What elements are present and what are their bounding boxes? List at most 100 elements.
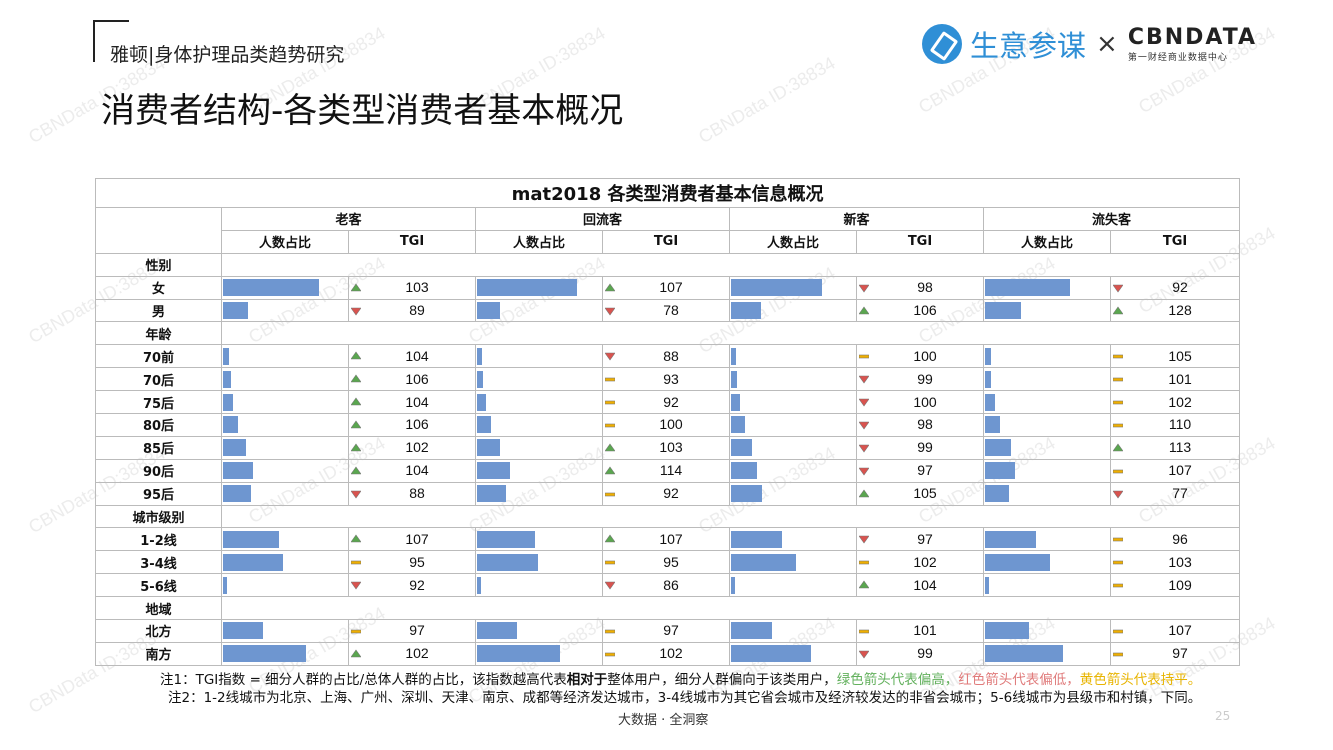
page-title: 消费者结构-各类型消费者基本概况	[101, 91, 624, 131]
tgi-value: 98	[917, 279, 933, 296]
share-bar	[223, 347, 229, 365]
page-number: 25	[1215, 709, 1231, 723]
table-row: 85后 102 103 99 113	[95, 435, 1241, 460]
share-cell	[729, 435, 857, 460]
arrow-down-icon	[859, 467, 869, 476]
tgi-cell: 107	[1109, 458, 1241, 483]
table-row: 80后 106 100 98 110	[95, 413, 1241, 437]
tgi-value: 114	[659, 462, 683, 479]
note-1: 注1：TGI指数 = 细分人群的占比/总体人群的占比，该指数越高代表相对于整体用…	[160, 671, 1201, 689]
flat-bar-icon	[1113, 355, 1123, 359]
share-cell	[983, 641, 1111, 666]
table-row: 男 89 78 106 128	[95, 298, 1241, 323]
tgi-cell: 128	[1109, 298, 1241, 323]
arrow-up-icon	[351, 374, 361, 383]
share-bar	[985, 279, 1070, 297]
share-cell	[729, 481, 857, 506]
tgi-cell: 86	[602, 573, 730, 598]
arrow-down-icon	[351, 490, 361, 499]
share-bar	[477, 622, 517, 640]
share-cell	[475, 413, 603, 437]
tgi-cell: 107	[1109, 619, 1241, 643]
table-row: 南方 102 102 99 97	[95, 641, 1241, 666]
share-cell	[221, 435, 349, 460]
tgi-value: 104	[405, 462, 429, 479]
arrow-down-icon	[859, 398, 869, 407]
group-header: 新客	[729, 207, 984, 231]
share-bar	[477, 370, 483, 388]
share-cell	[983, 619, 1111, 643]
share-cell	[983, 481, 1111, 506]
share-cell	[221, 298, 349, 323]
table-caption: mat2018 各类型消费者基本信息概况	[94, 178, 1241, 208]
tgi-cell: 102	[602, 641, 730, 666]
tgi-value: 95	[409, 553, 425, 570]
tgi-value: 104	[405, 393, 429, 410]
row-label: 70前	[95, 344, 222, 369]
share-cell	[729, 390, 857, 415]
share-cell	[221, 390, 349, 415]
share-cell	[221, 641, 349, 666]
group-header: 回流客	[475, 207, 730, 231]
share-cell	[475, 344, 603, 369]
tgi-value: 104	[405, 347, 429, 364]
share-bar	[985, 416, 1000, 434]
tgi-value: 78	[663, 302, 679, 318]
tgi-cell: 104	[348, 458, 476, 483]
section-label: 年龄	[95, 321, 222, 346]
flat-bar-icon	[605, 561, 615, 565]
tgi-value: 107	[405, 530, 429, 547]
sub-header-tgi: TGI	[1109, 229, 1241, 254]
tgi-value: 99	[917, 370, 933, 387]
tgi-value: 100	[913, 393, 937, 410]
section-label: 性别	[95, 252, 222, 277]
share-cell	[221, 275, 349, 300]
note-2: 注2：1-2线城市为北京、上海、广州、深圳、天津、南京、成都等经济发达城市，3-…	[168, 690, 1202, 706]
tgi-cell: 98	[856, 413, 984, 437]
tgi-cell: 89	[348, 298, 476, 323]
logo-shengyicanmou: 生意参谋	[970, 29, 1087, 63]
row-label: 男	[95, 298, 222, 323]
arrow-down-icon	[605, 353, 615, 361]
tgi-cell: 99	[856, 367, 984, 392]
logo-cbndata: CBNDATA 第一财经商业数据中心	[1128, 25, 1257, 63]
row-label: 北方	[95, 619, 222, 643]
tgi-value: 101	[913, 622, 937, 639]
share-bar	[477, 347, 482, 365]
share-cell	[475, 435, 603, 460]
tgi-cell: 106	[856, 298, 984, 323]
arrow-down-icon	[859, 650, 869, 659]
share-bar	[731, 347, 736, 365]
flat-bar-icon	[605, 423, 615, 428]
share-bar	[731, 645, 811, 663]
logo-cbndata-sub: 第一财经商业数据中心	[1127, 53, 1228, 63]
share-bar	[985, 553, 1050, 571]
logo-cbndata-name: CBNDATA	[1127, 25, 1258, 50]
share-bar	[985, 645, 1063, 663]
sub-header-share: 人数占比	[983, 229, 1111, 254]
share-bar	[223, 279, 319, 297]
share-bar	[985, 393, 995, 411]
tgi-cell: 106	[348, 367, 476, 392]
share-bar	[223, 622, 263, 640]
share-bar	[731, 576, 735, 594]
flat-bar-icon	[859, 629, 869, 634]
tgi-cell: 107	[602, 527, 730, 552]
tgi-cell: 104	[348, 390, 476, 415]
share-bar	[223, 393, 233, 411]
share-cell	[983, 275, 1111, 300]
tgi-cell: 100	[602, 413, 730, 437]
share-cell	[729, 275, 857, 300]
tgi-value: 106	[405, 370, 429, 387]
footnotes: 注1：TGI指数 = 细分人群的占比/总体人群的占比，该指数越高代表相对于整体用…	[160, 671, 1201, 707]
arrow-up-icon	[605, 534, 615, 543]
arrow-up-icon	[859, 580, 869, 589]
tgi-cell: 97	[856, 458, 984, 483]
tgi-cell: 99	[856, 641, 984, 666]
share-cell	[983, 435, 1111, 460]
share-cell	[221, 344, 349, 369]
tgi-value: 103	[405, 279, 429, 296]
share-bar	[985, 302, 1021, 319]
share-bar	[985, 576, 989, 594]
tgi-value: 113	[1168, 439, 1192, 456]
